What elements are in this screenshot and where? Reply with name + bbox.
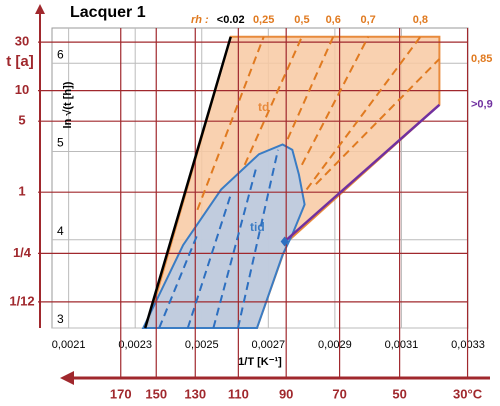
temp-tick-label: 50: [392, 386, 406, 401]
y-tick-label: 4: [57, 224, 64, 238]
series-line: [212, 164, 258, 329]
temp-tick-label: 110: [228, 386, 249, 401]
endpoint-marker: [280, 236, 289, 247]
t-tick-label: 30: [15, 34, 29, 49]
x-tick-label: 0,0029: [318, 339, 352, 351]
series-label: 0,7: [361, 14, 376, 26]
t-tick-label: 1/12: [9, 293, 34, 308]
series-line: [144, 36, 232, 329]
series-label: <0.02: [217, 14, 245, 26]
series-label: 0,85: [471, 53, 492, 65]
series-line: [315, 58, 441, 185]
series-label: 0,25: [253, 14, 274, 26]
series-line: [158, 234, 199, 329]
temp-tick-label: 30°C: [453, 386, 483, 401]
t-axis-title: t [a]: [6, 53, 34, 70]
series-line: [283, 103, 441, 243]
temp-tick-label: 90: [279, 386, 293, 401]
series-label: 0,5: [294, 14, 309, 26]
t-axis-arrow: [35, 4, 45, 14]
temp-tick-label: 130: [184, 386, 206, 401]
series-line: [243, 36, 303, 166]
chart-title: Lacquer 1: [70, 4, 146, 21]
series-line: [286, 36, 335, 140]
region-label: td: [258, 100, 269, 114]
series-label: >0,9: [471, 99, 493, 111]
t-tick-label: 10: [15, 82, 29, 97]
y-tick-label: 6: [57, 47, 64, 61]
x-tick-label: 0,0031: [385, 339, 419, 351]
t-tick-label: 1: [18, 184, 25, 199]
y-tick-label: 3: [57, 312, 64, 326]
x-tick-label: 0,0021: [52, 339, 86, 351]
x-axis-title: 1/T [K⁻¹]: [238, 356, 282, 368]
y-tick-label: 5: [57, 136, 64, 150]
x-tick-label: 0,0025: [185, 339, 219, 351]
x-tick-label: 0,0023: [118, 339, 152, 351]
series-line: [237, 149, 279, 329]
t-tick-label: 1/4: [13, 245, 32, 260]
series-line: [196, 36, 265, 211]
temp-tick-label: 70: [332, 386, 346, 401]
temp-tick-label: 150: [145, 386, 167, 401]
series-line: [301, 36, 370, 166]
region: [141, 143, 306, 329]
temp-tick-label: 170: [110, 386, 132, 401]
series-line: [305, 36, 422, 191]
series-line: [186, 194, 232, 329]
temp-axis-arrow: [60, 371, 74, 385]
series-label: 0,8: [413, 14, 428, 26]
rh-label: rh :: [191, 14, 209, 26]
x-tick-label: 0,0027: [251, 339, 285, 351]
t-tick-label: 5: [18, 113, 25, 128]
y-axis-title: ln √(t [h]): [62, 81, 74, 128]
series-label: 0,6: [326, 14, 341, 26]
